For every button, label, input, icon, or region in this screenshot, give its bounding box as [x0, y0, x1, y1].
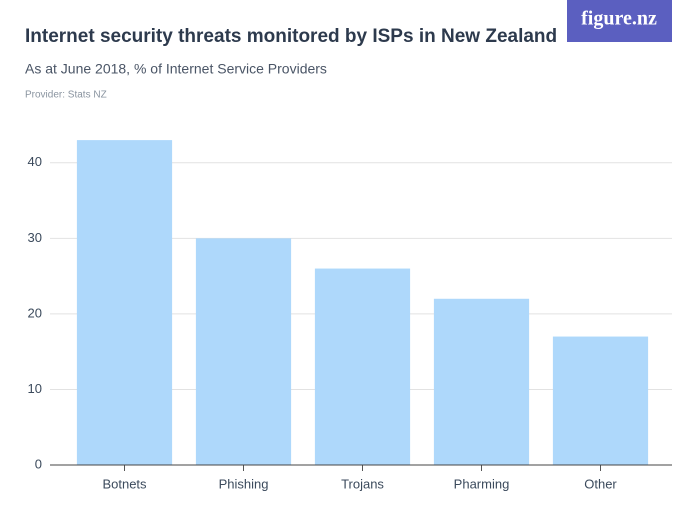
bar: [76, 140, 173, 465]
bar: [433, 298, 530, 465]
y-tick-label: 20: [28, 305, 42, 320]
chart-title: Internet security threats monitored by I…: [25, 26, 557, 47]
chart-subtitle: As at June 2018, % of Internet Service P…: [25, 61, 327, 77]
source: Provider: Stats NZ: [25, 90, 107, 101]
y-tick-label: 10: [28, 381, 42, 396]
x-tick-label: Trojans: [341, 476, 384, 491]
y-tick-label: 0: [35, 456, 42, 471]
y-tick-label: 40: [28, 154, 42, 169]
logo: figure.nz: [581, 8, 657, 30]
x-tick-label: Botnets: [102, 476, 147, 491]
bar: [195, 238, 292, 465]
x-tick-label: Pharming: [454, 476, 510, 491]
logo-box: [567, 0, 672, 42]
x-tick-label: Other: [584, 476, 617, 491]
x-tick-label: Phishing: [219, 476, 269, 491]
bar: [314, 268, 411, 465]
bar: [552, 336, 649, 465]
y-tick-label: 30: [28, 230, 42, 245]
